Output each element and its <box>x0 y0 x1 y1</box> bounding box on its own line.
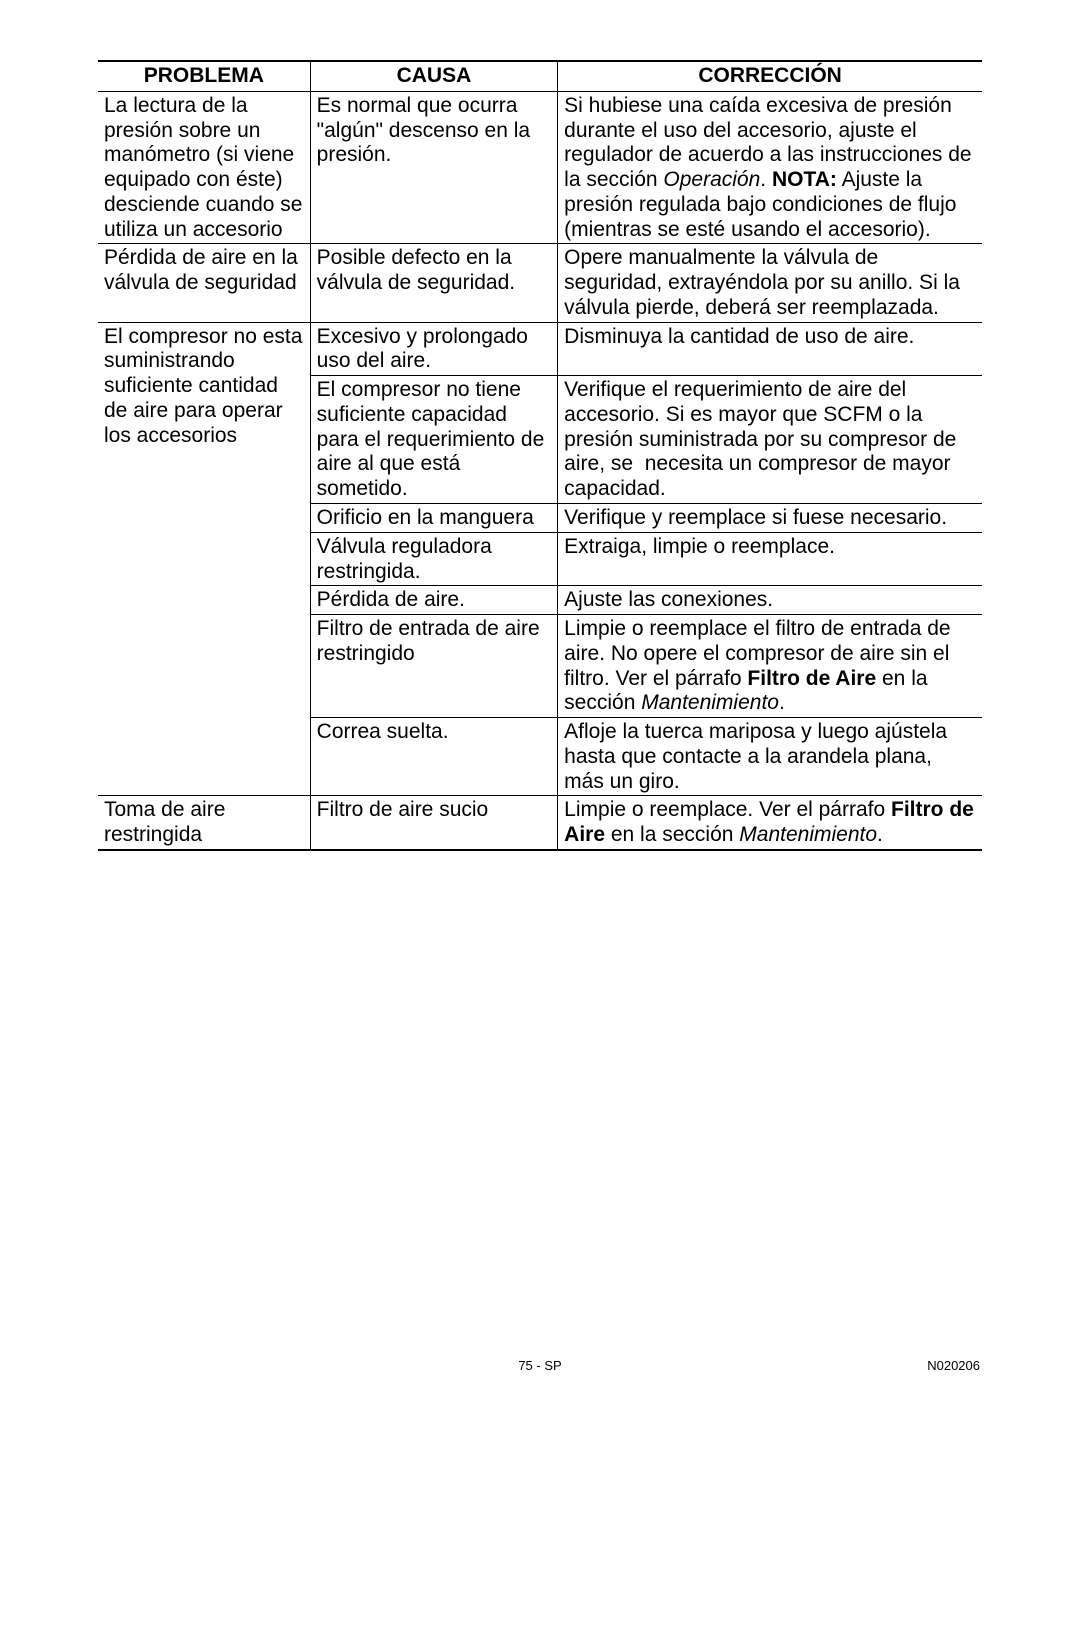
corr-text: . <box>779 691 785 714</box>
row-compresor: El compresor no esta suministrando sufic… <box>98 322 982 376</box>
header-causa: CAUSA <box>310 61 558 91</box>
row-valvula: Pérdida de aire en la válvula de segurid… <box>98 244 982 322</box>
cell-causa: Filtro de entrada de aire restringido <box>310 615 558 718</box>
cell-correccion: Ajuste las conexiones. <box>558 586 982 615</box>
cell-correccion: Extraiga, limpie o reemplace. <box>558 532 982 586</box>
cell-causa: El compresor no tiene suficiente capacid… <box>310 376 558 504</box>
page-number: 75 - SP <box>518 1358 561 1373</box>
cell-correccion: Limpie o reemplace el filtro de entrada … <box>558 615 982 718</box>
cell-correccion: Opere manualmente la válvula de segurida… <box>558 244 982 322</box>
doc-number: N020206 <box>927 1358 980 1373</box>
row-presion: La lectura de la presión sobre un manóme… <box>98 91 982 244</box>
corr-italic: Mantenimiento <box>739 823 877 846</box>
cell-problema: El compresor no esta suministrando sufic… <box>98 322 310 796</box>
header-row: PROBLEMA CAUSA CORRECCIÓN <box>98 61 982 91</box>
cell-problema: Pérdida de aire en la válvula de segurid… <box>98 244 310 322</box>
cell-causa: Correa suelta. <box>310 718 558 796</box>
cell-correccion: Afloje la tuerca mariposa y luego ajúste… <box>558 718 982 796</box>
cell-correccion: Si hubiese una caída excesiva de presión… <box>558 91 982 244</box>
cell-problema: La lectura de la presión sobre un manóme… <box>98 91 310 244</box>
corr-italic: Mantenimiento <box>641 691 779 714</box>
header-problema: PROBLEMA <box>98 61 310 91</box>
cell-causa: Filtro de aire sucio <box>310 796 558 850</box>
header-correccion: CORRECCIÓN <box>558 61 982 91</box>
corr-bold: Filtro de Aire <box>747 667 876 690</box>
corr-text: en la sección <box>605 823 739 846</box>
cell-causa: Es normal que ocurra "algún" descenso en… <box>310 91 558 244</box>
cell-causa: Excesivo y prolongado uso del aire. <box>310 322 558 376</box>
cell-problema: Toma de aire restringida <box>98 796 310 850</box>
cell-causa: Pérdida de aire. <box>310 586 558 615</box>
cell-correccion: Disminuya la cantidad de uso de aire. <box>558 322 982 376</box>
row-toma-aire: Toma de aire restringida Filtro de aire … <box>98 796 982 850</box>
cell-causa: Orificio en la manguera <box>310 504 558 533</box>
page: PROBLEMA CAUSA CORRECCIÓN La lectura de … <box>0 0 1080 1643</box>
cell-causa: Posible defecto en la válvula de segurid… <box>310 244 558 322</box>
troubleshooting-table: PROBLEMA CAUSA CORRECCIÓN La lectura de … <box>98 60 982 851</box>
cell-causa: Válvula reguladora restringida. <box>310 532 558 586</box>
cell-correccion: Limpie o reemplace. Ver el párrafo Filtr… <box>558 796 982 850</box>
cell-correccion: Verifique y reemplace si fuese necesario… <box>558 504 982 533</box>
corr-text: . <box>877 823 883 846</box>
corr-text: Limpie o reemplace. Ver el párrafo <box>564 798 891 821</box>
corr-bold: NOTA: <box>772 168 837 191</box>
corr-text: . <box>760 168 772 191</box>
corr-italic: Operación <box>663 168 760 191</box>
cell-correccion: Verifique el requerimiento de aire del a… <box>558 376 982 504</box>
